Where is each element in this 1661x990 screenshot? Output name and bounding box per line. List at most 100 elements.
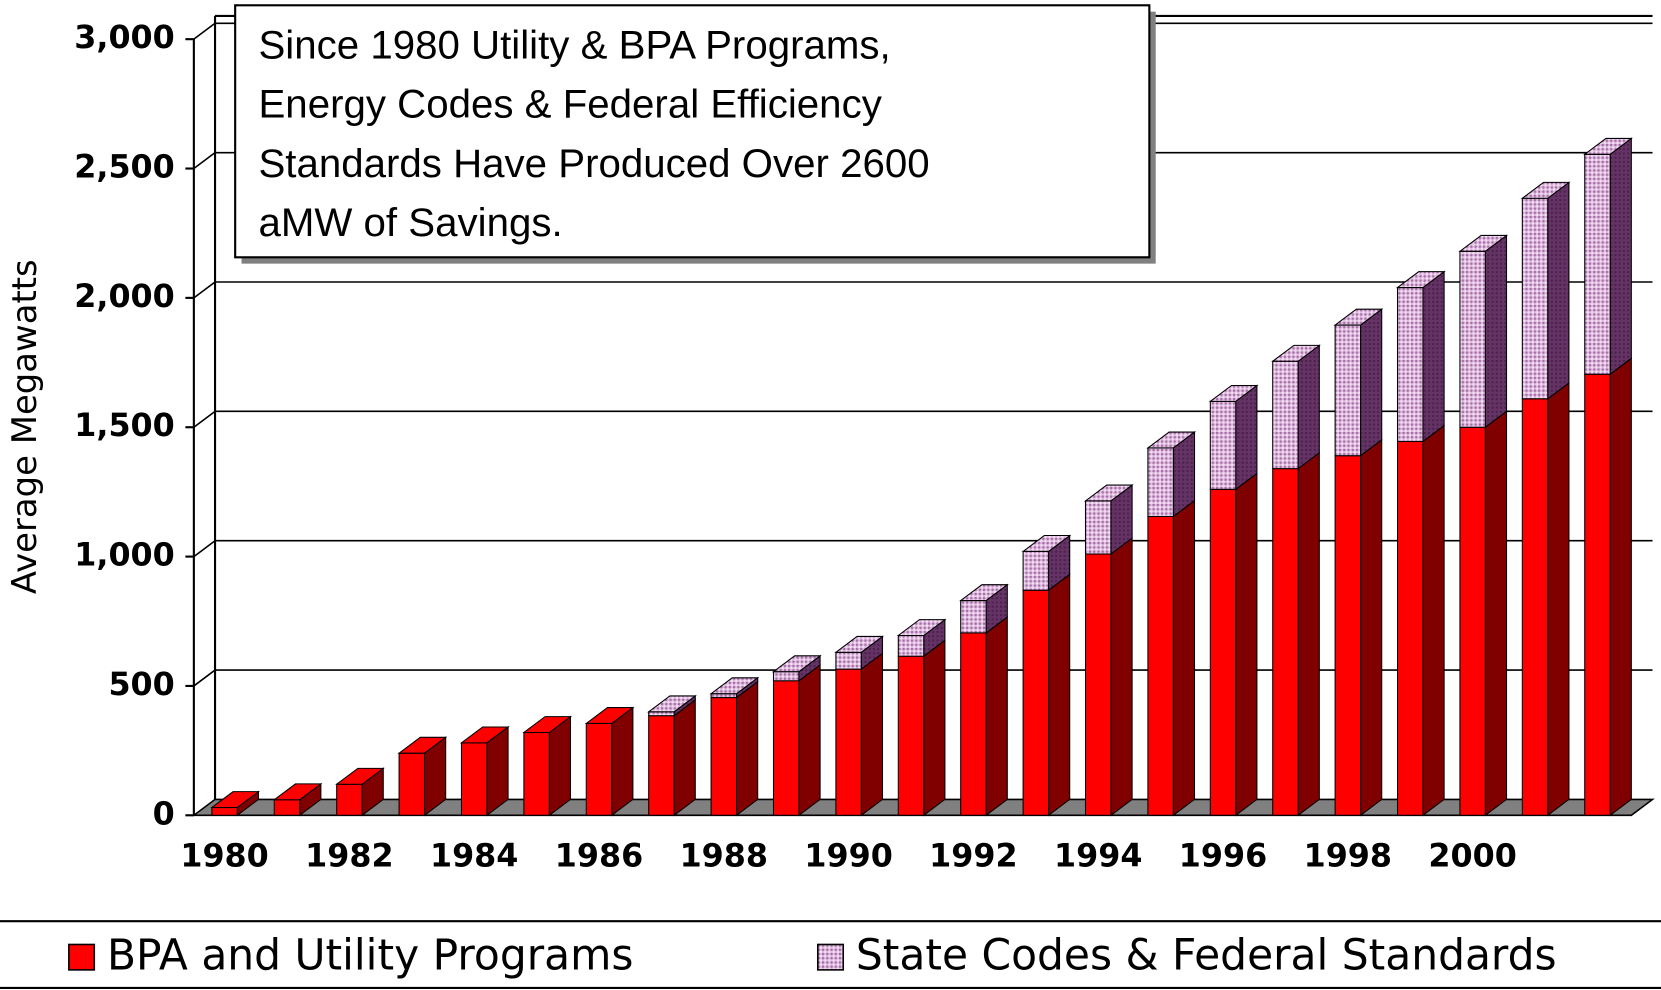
bar (835, 651, 862, 670)
bar (1272, 468, 1299, 816)
bar (835, 668, 862, 816)
bar (1209, 400, 1237, 490)
bar (772, 680, 800, 816)
plot-area: 0 500 1,000 1,500 2,000 2,500 3,000 1980 1982 198… (74, 14, 1655, 875)
bar-side (923, 639, 946, 817)
annotation-line: Energy Codes & Federal Efficiency (258, 82, 882, 127)
bar-side (1297, 451, 1320, 817)
bar-top (1083, 484, 1134, 502)
legend: BPA and Utility Programs State Codes & Fe… (68, 931, 1557, 980)
x-tick-label: 1992 (929, 839, 1017, 875)
bar-side (1360, 308, 1383, 457)
bar (1334, 324, 1362, 457)
bar-side (1484, 234, 1508, 429)
x-tick-label: 1980 (180, 839, 268, 875)
bar-top (959, 584, 1009, 602)
bar-top (1208, 384, 1259, 402)
bar-side (1422, 424, 1445, 817)
bar-side (798, 663, 821, 817)
bar (523, 731, 550, 816)
bar (211, 807, 238, 816)
bar-top (1333, 308, 1384, 326)
bar-top (771, 655, 822, 673)
y-tick-label: 0 (153, 796, 175, 832)
x-tick-label: 1986 (555, 839, 643, 875)
bar (1272, 360, 1299, 470)
bar (1334, 455, 1362, 816)
bar (1396, 440, 1424, 816)
bar-side (1172, 499, 1196, 817)
legend-label: State Codes & Federal Standards (856, 931, 1557, 980)
bar (1022, 589, 1050, 816)
bar (1209, 488, 1237, 816)
bar (1584, 373, 1611, 816)
bar-side (735, 680, 759, 817)
bar-side (1235, 384, 1258, 491)
legend-swatch (816, 943, 845, 971)
bar-side (611, 706, 634, 817)
bar-top (210, 791, 261, 809)
legend-label: BPA and Utility Programs (107, 931, 633, 980)
bar (1022, 550, 1050, 591)
bar-top (647, 695, 697, 713)
x-tick-label: 1994 (1054, 839, 1142, 875)
bar-side (1547, 381, 1570, 817)
bar (273, 799, 301, 816)
bar-side (1110, 537, 1133, 817)
grid-line (193, 540, 216, 558)
bar-top (1583, 137, 1633, 155)
grid-line (193, 410, 216, 428)
bar (897, 634, 925, 657)
bar-top (1458, 234, 1509, 252)
annotation: Since 1980 Utility & BPA Programs, Energy… (258, 22, 929, 245)
bar (1459, 426, 1486, 816)
bar-side (673, 698, 696, 817)
bar (772, 671, 800, 682)
bar-side (860, 652, 884, 817)
x-tick-label: 1984 (430, 839, 518, 875)
y-tick-label: 1,500 (74, 408, 175, 444)
bar (960, 632, 987, 816)
bar-top (1271, 344, 1321, 362)
bar (1584, 153, 1611, 375)
x-tick-label: 1996 (1179, 839, 1267, 875)
bar-top (834, 635, 885, 653)
bar (1084, 553, 1112, 816)
bar-side (548, 715, 572, 817)
bar-top (1146, 431, 1197, 449)
bar-side (985, 615, 1008, 817)
bar-side (1047, 573, 1071, 817)
annotation-line: Standards Have Produced Over 2600 (258, 141, 929, 186)
legend-swatch (68, 943, 96, 971)
bar (960, 600, 987, 634)
bar (1147, 515, 1174, 816)
bar (1084, 500, 1112, 555)
bar-top (272, 783, 323, 801)
bar (897, 655, 925, 816)
bar (648, 711, 675, 717)
bar (710, 693, 738, 699)
bar (1521, 197, 1549, 400)
grid-line (193, 281, 216, 299)
bar-side (1422, 270, 1445, 443)
grid-line (193, 669, 216, 687)
bar-top (709, 677, 760, 695)
y-tick-label: 1,000 (74, 538, 175, 574)
annotation-line: aMW of Savings. (258, 200, 562, 245)
x-tick-label: 1988 (680, 839, 768, 875)
y-tick-label: 500 (108, 667, 174, 703)
x-tick-label: 2000 (1428, 839, 1516, 875)
bar (398, 752, 426, 816)
bar-side (1235, 472, 1258, 817)
bar (648, 715, 675, 816)
grid-line (193, 22, 216, 40)
bar-top (335, 767, 385, 785)
x-tick-label: 1998 (1304, 839, 1392, 875)
bar-top (1021, 535, 1072, 552)
bar-side (1360, 438, 1383, 817)
bar-side (1484, 410, 1508, 817)
grid-line (193, 152, 216, 170)
y-axis-label: Average Megawatts (5, 259, 44, 594)
bar-top (397, 736, 448, 754)
